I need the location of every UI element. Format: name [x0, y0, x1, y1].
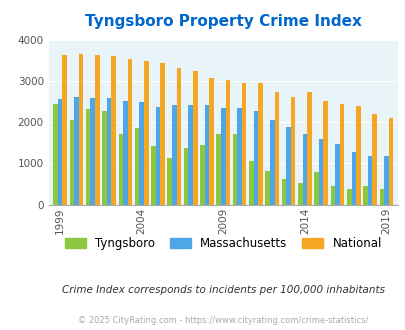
- Bar: [258, 83, 262, 205]
- Bar: [102, 112, 107, 205]
- Bar: [167, 158, 172, 205]
- Bar: [274, 92, 278, 205]
- Bar: [286, 127, 290, 205]
- Bar: [95, 55, 99, 205]
- Bar: [379, 189, 383, 205]
- Bar: [339, 104, 343, 205]
- Bar: [156, 107, 160, 205]
- Bar: [269, 120, 274, 205]
- Bar: [128, 59, 132, 205]
- Bar: [383, 155, 388, 205]
- Bar: [144, 61, 148, 205]
- Bar: [160, 63, 164, 205]
- Bar: [313, 172, 318, 205]
- Bar: [290, 96, 295, 205]
- Bar: [118, 134, 123, 205]
- Bar: [297, 183, 302, 205]
- Bar: [237, 108, 241, 205]
- Bar: [183, 148, 188, 205]
- Bar: [302, 135, 307, 205]
- Text: Crime Index corresponds to incidents per 100,000 inhabitants: Crime Index corresponds to incidents per…: [62, 285, 384, 295]
- Bar: [188, 105, 192, 205]
- Legend: Tyngsboro, Massachusetts, National: Tyngsboro, Massachusetts, National: [60, 232, 386, 255]
- Bar: [111, 56, 116, 205]
- Bar: [330, 186, 335, 205]
- Bar: [307, 92, 311, 205]
- Bar: [351, 152, 355, 205]
- Bar: [232, 135, 237, 205]
- Bar: [172, 105, 176, 205]
- Bar: [53, 104, 58, 205]
- Bar: [90, 98, 95, 205]
- Bar: [388, 117, 392, 205]
- Text: © 2025 CityRating.com - https://www.cityrating.com/crime-statistics/: © 2025 CityRating.com - https://www.city…: [78, 315, 368, 325]
- Bar: [265, 171, 269, 205]
- Text: Tyngsboro Property Crime Index: Tyngsboro Property Crime Index: [85, 14, 361, 29]
- Bar: [123, 102, 128, 205]
- Bar: [69, 120, 74, 205]
- Bar: [209, 78, 213, 205]
- Bar: [362, 186, 367, 205]
- Bar: [355, 106, 360, 205]
- Bar: [74, 97, 79, 205]
- Bar: [241, 83, 246, 205]
- Bar: [58, 99, 62, 205]
- Bar: [281, 179, 286, 205]
- Bar: [79, 54, 83, 205]
- Bar: [62, 55, 67, 205]
- Bar: [253, 111, 258, 205]
- Bar: [204, 105, 209, 205]
- Bar: [86, 109, 90, 205]
- Bar: [200, 145, 204, 205]
- Bar: [134, 128, 139, 205]
- Bar: [318, 139, 323, 205]
- Bar: [176, 68, 181, 205]
- Bar: [225, 80, 230, 205]
- Bar: [107, 98, 111, 205]
- Bar: [192, 71, 197, 205]
- Bar: [139, 102, 144, 205]
- Bar: [367, 155, 371, 205]
- Bar: [151, 146, 156, 205]
- Bar: [248, 161, 253, 205]
- Bar: [220, 109, 225, 205]
- Bar: [335, 145, 339, 205]
- Bar: [323, 102, 327, 205]
- Bar: [346, 189, 351, 205]
- Bar: [216, 135, 220, 205]
- Bar: [371, 114, 376, 205]
